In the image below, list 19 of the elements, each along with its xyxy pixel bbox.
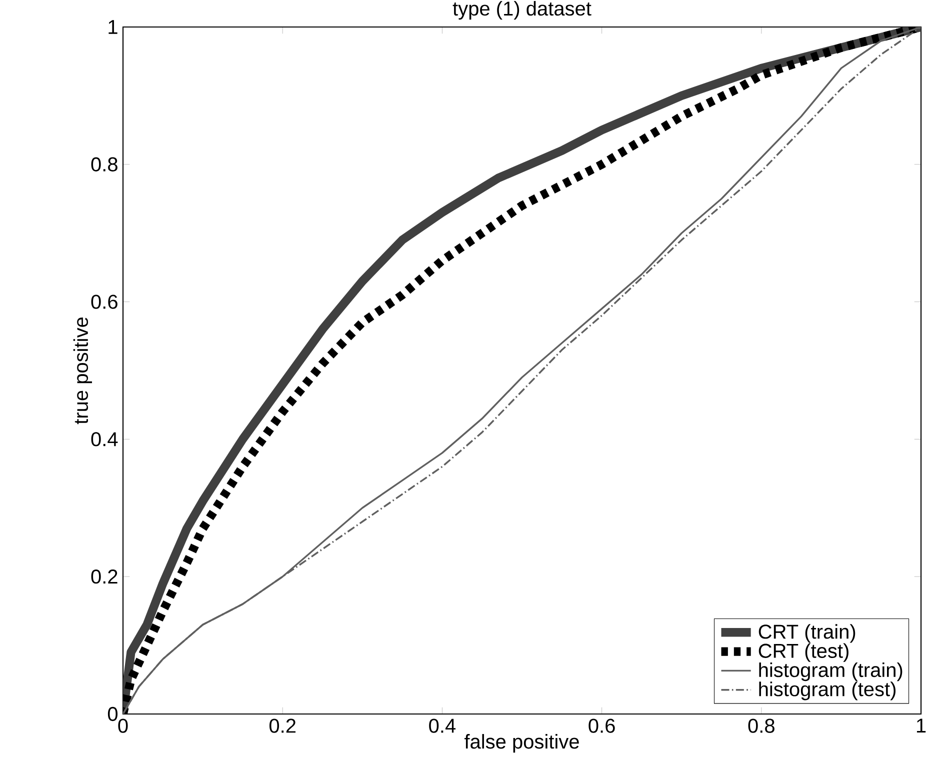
- y-axis-title: true positive: [73, 318, 92, 424]
- x-tick-label: 0.2: [269, 718, 296, 733]
- legend-label: histogram (train): [759, 662, 902, 682]
- x-tick-label: 0: [118, 718, 128, 733]
- chart-title: type (1) dataset: [452, 0, 592, 20]
- y-tick-label: 1: [108, 20, 118, 34]
- y-tick-label: 0.8: [91, 157, 118, 172]
- y-tick-label: 0.2: [91, 570, 118, 584]
- y-tick-label: 0: [108, 706, 118, 722]
- y-tick-label: 0.4: [91, 432, 118, 446]
- x-tick-label: 0.6: [588, 718, 615, 733]
- legend-label: CRT (train): [758, 624, 856, 643]
- y-tick-label: 0.6: [91, 294, 118, 309]
- x-tick-label: 0.8: [748, 718, 774, 733]
- x-tick-label: 1: [916, 718, 926, 732]
- x-tick-label: 0.4: [429, 718, 456, 733]
- legend-label: CRT (test): [758, 643, 848, 662]
- legend-label: histogram (test): [759, 682, 896, 700]
- x-axis-title: false positive: [464, 734, 579, 753]
